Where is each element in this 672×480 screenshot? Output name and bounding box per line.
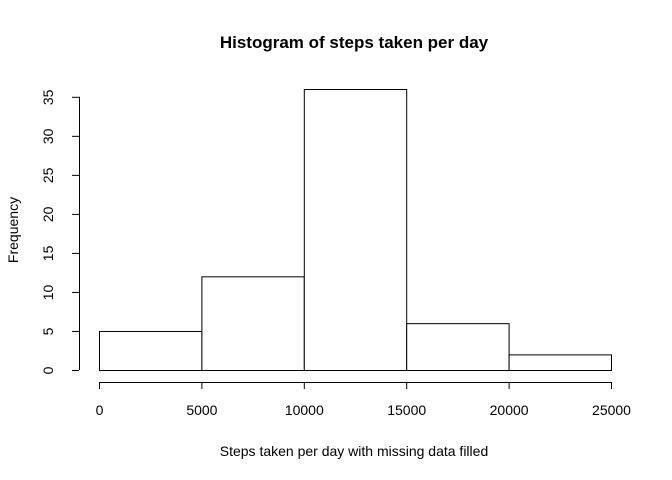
x-tick-label-5: 25000: [592, 402, 631, 418]
y-tick-label-1: 5: [40, 327, 56, 335]
y-axis: 0 5 10 15 20 25 30 35: [40, 89, 80, 374]
x-axis: 0 5000 10000 15000 20000 25000: [96, 382, 631, 418]
histogram-bar-1: [201, 276, 305, 372]
histogram-bar-4: [508, 354, 613, 371]
x-tick-label-4: 20000: [490, 402, 529, 418]
chart-title: Histogram of steps taken per day: [220, 33, 489, 52]
x-tick-label-0: 0: [96, 402, 104, 418]
y-tick-label-4: 20: [40, 206, 56, 222]
y-tick-label-7: 35: [40, 89, 56, 105]
y-tick-label-6: 30: [40, 128, 56, 144]
histogram-bar-2: [303, 89, 408, 371]
histogram-bar-0: [99, 330, 203, 372]
x-tick-label-3: 15000: [387, 402, 426, 418]
x-axis-label: Steps taken per day with missing data fi…: [220, 443, 488, 459]
histogram-bar-3: [406, 323, 510, 371]
bars-group: [99, 89, 613, 372]
y-tick-label-2: 10: [40, 284, 56, 300]
y-tick-label-3: 15: [40, 245, 56, 261]
y-tick-label-5: 25: [40, 167, 56, 183]
x-tick-label-2: 10000: [285, 402, 324, 418]
x-tick-label-1: 5000: [186, 402, 217, 418]
y-tick-label-0: 0: [40, 366, 56, 374]
y-axis-label: Frequency: [5, 197, 21, 263]
